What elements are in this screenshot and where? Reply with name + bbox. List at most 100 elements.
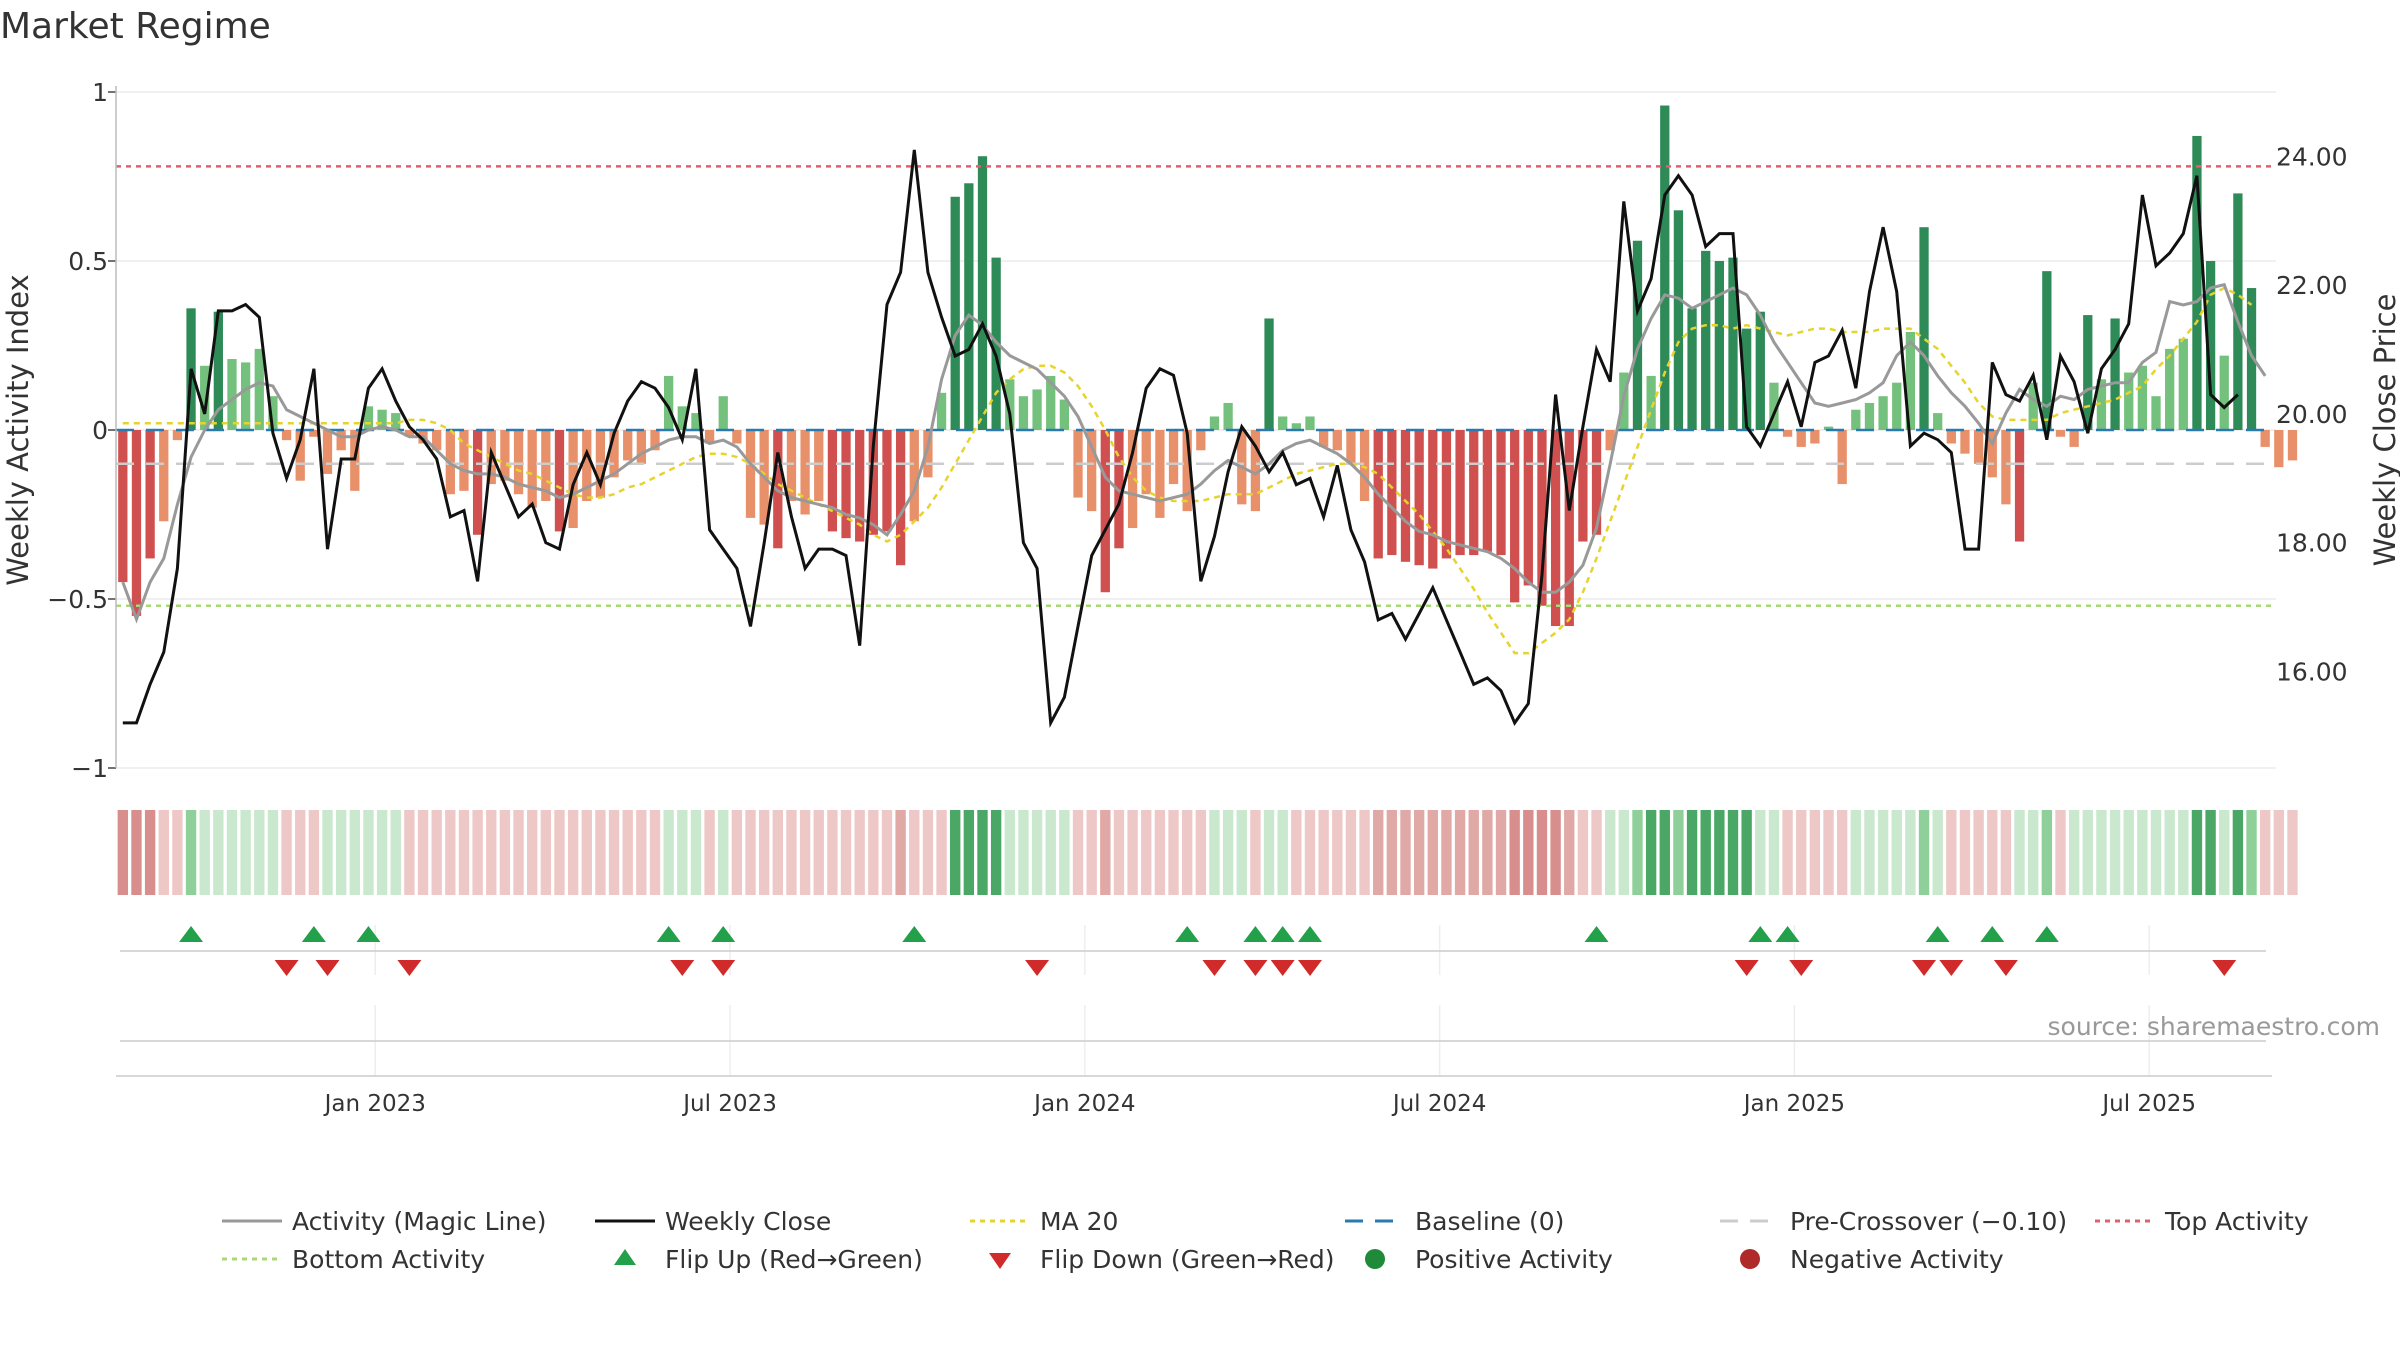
activity-bar <box>1878 396 1888 430</box>
regime-cell <box>376 810 388 895</box>
series-lines <box>121 149 2267 729</box>
regime-cell <box>1809 810 1821 895</box>
legend-line-bottom-icon <box>222 1257 282 1261</box>
magic-line <box>121 282 2267 624</box>
regime-cell <box>881 810 893 895</box>
regime-cell <box>1495 810 1507 895</box>
regime-cell <box>1222 810 1234 895</box>
regime-cell <box>649 810 661 895</box>
legend-label: Baseline (0) <box>1415 1206 1565 1236</box>
regime-cell <box>895 810 906 895</box>
regime-cell <box>1796 810 1807 895</box>
regime-cell <box>1577 810 1589 895</box>
flip-up-marker <box>2034 926 2059 942</box>
flip-down-marker <box>1993 960 2018 976</box>
regime-cell <box>1413 810 1425 895</box>
flip-down-marker <box>397 960 422 976</box>
activity-bar <box>1127 430 1138 529</box>
regime-cell <box>1018 810 1029 895</box>
regime-cell <box>567 810 579 895</box>
activity-bar <box>2287 430 2298 461</box>
activity-bar <box>1018 396 1029 430</box>
regime-cell <box>1550 810 1561 895</box>
activity-bar <box>855 430 865 542</box>
activity-bar <box>1632 240 1643 430</box>
regime-cell <box>499 810 511 895</box>
legend-item-magic: Activity (Magic Line) <box>222 1205 546 1237</box>
activity-bar <box>1973 430 1984 464</box>
activity-bar <box>2083 315 2093 430</box>
activity-bar <box>131 430 142 616</box>
activity-bar <box>432 430 442 451</box>
legend-label: Negative Activity <box>1790 1244 2004 1274</box>
reference-lines <box>116 165 2272 608</box>
regime-cell <box>1154 810 1166 895</box>
activity-bar <box>1332 430 1342 451</box>
y-tick-label: −1 <box>71 754 108 783</box>
regime-cell <box>1454 810 1466 895</box>
activity-bar <box>2001 430 2011 505</box>
source-note: source: sharemaestro.com <box>2047 1012 2381 1041</box>
activity-bar <box>472 430 483 535</box>
activity-bar <box>527 430 537 508</box>
activity-bar <box>404 430 415 437</box>
regime-cell <box>390 810 401 895</box>
regime-cell <box>1250 810 1261 895</box>
regime-cell <box>281 810 292 895</box>
legend-item-baseline: Baseline (0) <box>1345 1205 1564 1237</box>
activity-bar <box>1346 430 1356 464</box>
flip-up-marker <box>711 926 736 942</box>
flip-down-marker <box>1734 960 1759 976</box>
legend-item-positive: Positive Activity <box>1345 1243 1613 1275</box>
activity-bar <box>1250 430 1261 512</box>
regime-cell <box>199 810 210 895</box>
regime-cell <box>1959 810 1971 895</box>
activity-bar <box>623 430 633 461</box>
activity-bar <box>1182 430 1192 512</box>
regime-cell <box>2259 810 2271 895</box>
activity-bar <box>2274 430 2284 468</box>
regime-cell <box>240 810 251 895</box>
activity-bar <box>1728 257 1738 430</box>
regime-cell <box>540 810 552 895</box>
regime-cell <box>1823 810 1834 895</box>
activity-bar <box>1864 402 1875 430</box>
regime-cell <box>472 810 483 895</box>
flip-down-marker <box>711 960 736 976</box>
flip-up-marker <box>1584 926 1609 942</box>
activity-bar <box>281 430 292 441</box>
legend-item-close: Weekly Close <box>595 1205 831 1237</box>
regime-cell <box>799 810 811 895</box>
regime-cell <box>1618 810 1630 895</box>
regime-cell <box>417 810 429 895</box>
regime-cell <box>2041 810 2053 895</box>
activity-bar <box>2205 261 2216 430</box>
regime-cell <box>2219 810 2230 895</box>
regime-cell <box>1168 810 1179 895</box>
activity-bar <box>1305 416 1315 430</box>
activity-bar <box>677 406 687 430</box>
activity-bar <box>1564 430 1574 627</box>
activity-bar <box>745 430 756 518</box>
activity-bar <box>1933 413 1943 430</box>
regime-cell <box>1086 810 1097 895</box>
activity-bar <box>2110 318 2120 430</box>
legend-item-bottom: Bottom Activity <box>222 1243 485 1275</box>
activity-bar <box>882 430 892 532</box>
activity-bar <box>1946 430 1956 444</box>
activity-bar <box>240 362 251 430</box>
flip-up-marker <box>1980 926 2005 942</box>
activity-bar <box>650 430 660 451</box>
activity-bar <box>1701 250 1711 430</box>
legend-label: Activity (Magic Line) <box>292 1206 547 1236</box>
activity-bar <box>2096 379 2107 430</box>
regime-cell <box>718 810 729 895</box>
regime-cell <box>1714 810 1725 895</box>
regime-cell <box>295 810 306 895</box>
activity-bar <box>227 359 237 430</box>
activity-bar <box>2124 372 2134 430</box>
activity-bar <box>868 430 878 535</box>
activity-bar <box>814 430 824 501</box>
regime-cell <box>1181 810 1193 895</box>
flip-down-marker <box>1912 960 1937 976</box>
